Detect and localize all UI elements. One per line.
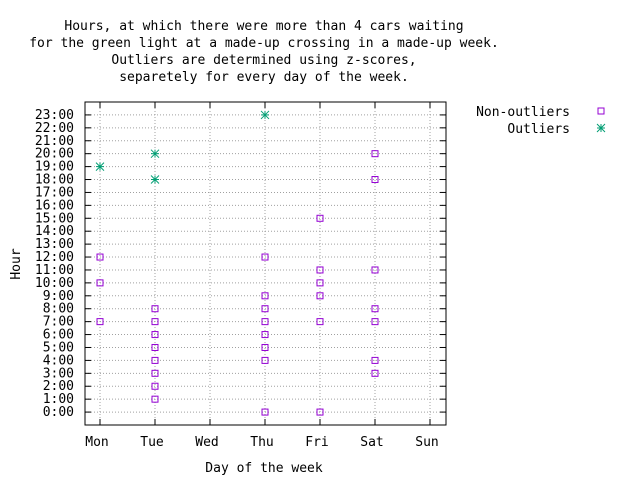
y-tick-label: 2:00 — [43, 379, 74, 394]
non-outlier-point — [316, 318, 324, 326]
x-tick-label: Mon — [85, 435, 108, 450]
x-tick-label: Wed — [195, 435, 218, 450]
non-outlier-point — [151, 356, 159, 364]
non-outlier-point — [316, 292, 324, 300]
legend-label-outliers: Outliers — [507, 122, 570, 137]
y-tick-label: 12:00 — [35, 250, 74, 265]
chart-title-line-4: separetely for every day of the week. — [119, 70, 409, 85]
y-tick-label: 11:00 — [35, 263, 74, 278]
y-tick-label: 16:00 — [35, 198, 74, 213]
outlier-point — [95, 162, 105, 171]
chart-title: Hours, at which there were more than 4 c… — [29, 19, 499, 85]
y-tick-label: 10:00 — [35, 276, 74, 291]
y-tick-label: 5:00 — [43, 340, 74, 355]
non-outlier-point — [261, 305, 269, 313]
non-outlier-point — [151, 395, 159, 403]
non-outlier-point — [96, 253, 104, 261]
data-points — [95, 110, 379, 416]
y-tick-label: 13:00 — [35, 237, 74, 252]
y-tick-label: 15:00 — [35, 211, 74, 226]
y-tick-label: 14:00 — [35, 224, 74, 239]
x-tick-label: Fri — [305, 435, 328, 450]
non-outlier-point — [261, 356, 269, 364]
y-tick-label: 19:00 — [35, 160, 74, 175]
plot-frame — [84, 101, 447, 426]
non-outlier-point — [371, 266, 379, 274]
y-tick-label: 3:00 — [43, 366, 74, 381]
y-tick-label: 21:00 — [35, 134, 74, 149]
non-outlier-point — [261, 343, 269, 351]
non-outlier-point — [316, 279, 324, 287]
x-tick-label: Thu — [250, 435, 273, 450]
non-outlier-point — [371, 369, 379, 377]
y-tick-label: 23:00 — [35, 108, 74, 123]
non-outlier-point — [151, 331, 159, 339]
y-axis-label: Hour — [9, 248, 24, 279]
non-outlier-point — [151, 382, 159, 390]
y-tick-label: 20:00 — [35, 147, 74, 162]
y-tick-label: 8:00 — [43, 302, 74, 317]
x-tick-label: Sun — [415, 435, 438, 450]
non-outlier-point — [371, 176, 379, 184]
y-tick-label: 0:00 — [43, 405, 74, 420]
non-outlier-point — [151, 343, 159, 351]
non-outlier-point — [96, 318, 104, 326]
non-outlier-point — [261, 331, 269, 339]
non-outlier-point — [371, 318, 379, 326]
non-outlier-point — [261, 318, 269, 326]
y-tick-label: 1:00 — [43, 392, 74, 407]
legend-marker-outliers — [596, 123, 606, 133]
outlier-point — [260, 110, 270, 120]
non-outlier-point — [261, 408, 269, 416]
y-tick-label: 6:00 — [43, 328, 74, 343]
non-outlier-point — [151, 318, 159, 326]
y-tick-label: 18:00 — [35, 173, 74, 188]
x-axis-label: Day of the week — [205, 461, 323, 476]
y-tick-label: 17:00 — [35, 185, 74, 200]
legend-label-non-outliers: Non-outliers — [476, 105, 570, 120]
non-outlier-point — [151, 305, 159, 313]
non-outlier-point — [371, 356, 379, 364]
y-tick-label: 4:00 — [43, 353, 74, 368]
x-tick-label: Tue — [140, 435, 164, 450]
legend: Non-outliers Outliers — [476, 105, 606, 137]
y-tick-label: 7:00 — [43, 315, 74, 330]
non-outlier-point — [316, 266, 324, 274]
non-outlier-point — [261, 292, 269, 300]
non-outlier-point — [151, 369, 159, 377]
non-outlier-point — [261, 253, 269, 261]
chart-title-line-1: Hours, at which there were more than 4 c… — [64, 19, 463, 34]
outlier-point — [150, 175, 160, 184]
chart-title-line-2: for the green light at a made-up crossin… — [29, 36, 499, 51]
legend-marker-non-outliers — [597, 107, 605, 115]
non-outlier-point — [371, 305, 379, 313]
non-outlier-point — [371, 150, 379, 158]
chart-title-line-3: Outliers are determined using z-scores, — [111, 53, 416, 68]
y-tick-label: 9:00 — [43, 289, 74, 304]
non-outlier-point — [96, 279, 104, 287]
x-tick-label: Sat — [360, 435, 383, 450]
outlier-point — [150, 149, 160, 159]
y-tick-label: 22:00 — [35, 121, 74, 136]
non-outlier-point — [316, 214, 324, 222]
axes: 0:001:002:003:004:005:006:007:008:009:00… — [35, 101, 447, 450]
grid — [85, 102, 446, 425]
non-outlier-point — [316, 408, 324, 416]
